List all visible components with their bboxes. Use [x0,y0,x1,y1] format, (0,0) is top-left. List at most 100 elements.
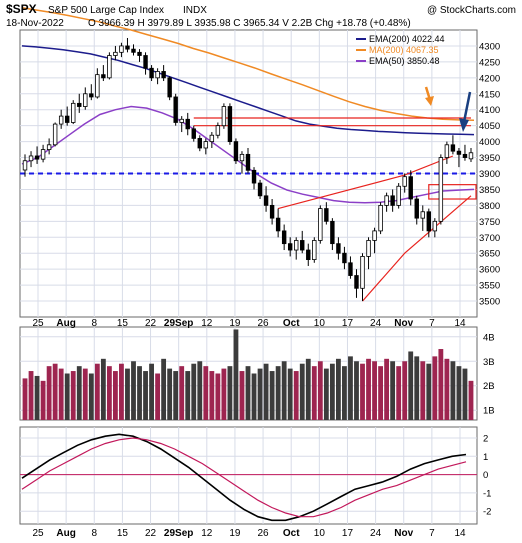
trend-line [362,195,472,302]
volume-bar [438,349,444,420]
volume-bar [348,356,353,420]
candle-body [468,152,474,160]
x-tick-label: 8 [91,318,97,329]
volume-bar [155,373,161,420]
candle-body [300,240,305,251]
volume-bar [450,361,456,420]
candle-body [251,169,257,184]
volume-bar [354,361,359,420]
candle-body [390,195,395,206]
candle-body [450,144,456,152]
x-tick-label: 8 [91,528,97,539]
volume-bar [456,366,462,420]
legend-ema200: EMA(200) 4022.44 [369,34,445,44]
volume-bar [390,361,396,420]
volume-bar [94,363,100,420]
volume-bar [305,358,311,420]
volume-bar [100,358,106,420]
candle-body [77,102,82,107]
volume-bar [335,358,341,420]
volume-bar [251,373,257,420]
x-tick-label: 14 [454,318,466,329]
candle-body [125,45,130,50]
price-tick-label: 3800 [479,201,500,212]
candle-body [34,155,40,160]
oscillator-tick-label: 2 [483,433,488,444]
oscillator-tick-label: 0 [483,470,488,481]
volume-bar [185,371,191,420]
x-tick-label: 26 [258,318,270,329]
volume-tick-label: 1B [483,406,495,417]
x-tick-label: 29Sep [164,318,193,329]
price-tick-label: 3750 [479,217,500,228]
volume-bar [311,366,317,420]
candle-body [71,102,76,123]
candle-body [137,51,142,56]
x-tick-label: 14 [454,528,466,539]
x-tick-label: Oct [283,528,300,539]
orange-arrow-icon [424,86,434,106]
volume-bar [432,356,438,420]
volume-bar [64,373,70,420]
candle-body [107,55,112,79]
candle-body [185,118,190,130]
volume-bar [269,371,275,420]
volume-bar [402,361,408,420]
candle-body [167,77,172,98]
volume-bar [444,358,450,420]
candle-body [203,141,209,149]
candle-body [161,71,166,79]
ma200-line [21,6,475,121]
candle-body [197,138,202,149]
volume-bar [70,371,76,420]
oscillator-tick-label: -1 [483,488,491,499]
axis-layer: 2525AugAug881515222229Sep29Sep1212191926… [32,41,500,539]
volume-bar [396,366,402,420]
volume-layer [22,329,474,420]
candle-body [462,153,468,158]
volume-bar [28,371,34,420]
volume-bar [317,361,323,420]
volume-tick-label: 3B [483,357,495,368]
volume-bar [119,363,124,420]
candle-body [444,144,450,158]
candle-body [239,153,245,162]
volume-bar [167,368,173,420]
candle-body [143,55,148,69]
volume-bar [281,361,287,420]
x-tick-label: 15 [117,528,129,539]
x-tick-label: Nov [394,318,413,329]
candle-body [312,240,317,260]
volume-bar [173,371,179,420]
volume-bar [468,380,474,420]
volume-bar [131,361,136,420]
copyright: @ StockCharts.com [427,5,516,16]
candle-body [396,185,401,206]
candle-body [227,106,233,143]
x-tick-label: 12 [201,318,213,329]
candle-body [40,149,46,160]
volume-bar [46,366,52,420]
volume-tick-label: 2B [483,381,495,392]
volume-bar [426,363,432,420]
candle-body [191,128,196,139]
price-tick-label: 4050 [479,121,500,132]
candle-body [269,204,275,219]
volume-bar [245,366,251,420]
candle-body [384,195,389,206]
volume-bar [323,368,329,420]
candle-body [46,144,52,150]
candle-body [354,275,359,289]
x-tick-label: Aug [56,528,75,539]
legend-ema50: EMA(50) 3850.48 [369,56,440,66]
volume-bar [227,366,233,420]
volume-bar [299,363,305,420]
candle-body [101,74,106,79]
candle-body [360,256,365,289]
x-tick-label: 19 [229,318,241,329]
volume-bar [203,366,209,420]
candle-body [456,150,462,155]
gap-box [428,184,477,200]
x-tick-label: 29Sep [164,528,193,539]
